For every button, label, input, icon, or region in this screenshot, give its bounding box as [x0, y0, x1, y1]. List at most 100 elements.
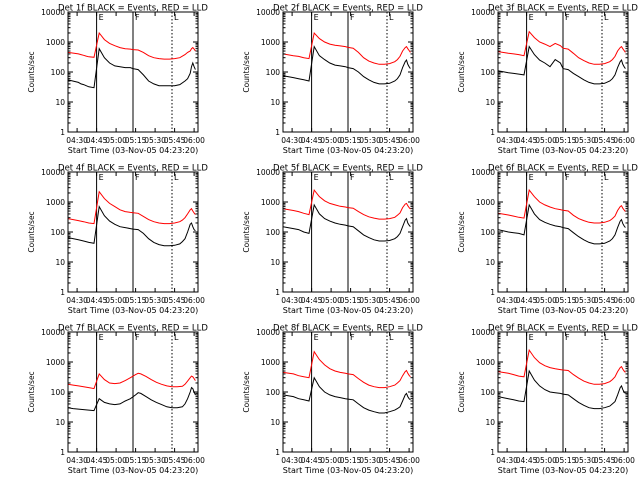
- y-axis-label: Counts/sec: [457, 211, 466, 252]
- y-tick-label: 10000: [41, 168, 65, 177]
- y-tick-label: 1000: [261, 358, 280, 367]
- y-tick-label: 1: [275, 448, 280, 457]
- y-axis-label: Counts/sec: [27, 371, 36, 412]
- marker-label-e: E: [314, 173, 319, 182]
- panel-title: Det 7f BLACK = Events, RED = LLD: [58, 324, 208, 334]
- panel-6: E F L11010010001000004:3004:4505:0005:1505…: [457, 164, 638, 316]
- y-tick-label: 100: [266, 388, 281, 397]
- y-tick-label: 10: [270, 418, 280, 427]
- y-tick-label: 10000: [471, 328, 495, 337]
- x-tick-label: 04:30: [281, 296, 303, 305]
- x-tick-label: 06:00: [398, 296, 420, 305]
- x-tick-label: 05:30: [359, 456, 381, 465]
- x-tick-label: 04:45: [516, 456, 538, 465]
- y-tick-label: 1000: [46, 358, 65, 367]
- x-tick-label: 06:00: [183, 136, 205, 145]
- marker-label-l: L: [174, 333, 179, 342]
- y-tick-label: 100: [481, 388, 496, 397]
- marker-label-f: F: [135, 173, 140, 182]
- marker-label-l: L: [604, 13, 609, 22]
- panel-title: Det 4f BLACK = Events, RED = LLD: [58, 164, 208, 174]
- x-tick-label: 05:00: [535, 136, 557, 145]
- x-axis-label: Start Time (03-Nov-05 04:23:20): [283, 466, 413, 475]
- x-tick-label: 04:30: [281, 456, 303, 465]
- y-tick-label: 1000: [46, 38, 65, 47]
- y-tick-label: 10000: [471, 168, 495, 177]
- x-axis-label: Start Time (03-Nov-05 04:23:20): [68, 466, 198, 475]
- y-tick-label: 1: [490, 288, 495, 297]
- panel-8: E F L11010010001000004:3004:4505:0005:1505…: [242, 324, 423, 476]
- marker-label-e: E: [99, 333, 104, 342]
- marker-label-l: L: [389, 13, 394, 22]
- y-axis-label: Counts/sec: [242, 51, 251, 92]
- marker-label-l: L: [174, 173, 179, 182]
- events-series-line: [283, 203, 411, 242]
- x-tick-label: 05:45: [594, 136, 616, 145]
- x-tick-label: 05:30: [359, 296, 381, 305]
- x-tick-label: 05:45: [164, 136, 186, 145]
- x-tick-label: 05:45: [379, 456, 401, 465]
- x-tick-label: 05:15: [555, 136, 577, 145]
- x-tick-label: 04:45: [86, 136, 108, 145]
- lld-series-line: [283, 31, 411, 65]
- x-tick-label: 04:45: [86, 456, 108, 465]
- x-tick-label: 06:00: [398, 136, 420, 145]
- panel-title: Det 1f BLACK = Events, RED = LLD: [58, 4, 208, 14]
- y-tick-label: 10: [485, 258, 495, 267]
- x-tick-label: 04:30: [66, 456, 88, 465]
- panel-title: Det 5f BLACK = Events, RED = LLD: [273, 164, 423, 174]
- y-tick-label: 1000: [476, 38, 495, 47]
- y-tick-label: 1000: [476, 198, 495, 207]
- x-tick-label: 05:00: [105, 296, 127, 305]
- events-series-line: [68, 47, 196, 89]
- marker-label-f: F: [565, 333, 570, 342]
- x-tick-label: 04:30: [281, 136, 303, 145]
- marker-label-e: E: [99, 173, 104, 182]
- events-series-line: [498, 203, 626, 245]
- panel-7: E F L11010010001000004:3004:4505:0005:1505…: [27, 324, 208, 476]
- x-tick-label: 05:30: [574, 136, 596, 145]
- x-tick-label: 05:45: [164, 296, 186, 305]
- y-tick-label: 10000: [256, 8, 280, 17]
- y-tick-label: 1000: [261, 38, 280, 47]
- panel-title: Det 3f BLACK = Events, RED = LLD: [488, 4, 638, 14]
- x-axis-label: Start Time (03-Nov-05 04:23:20): [498, 306, 628, 315]
- panel-title: Det 6f BLACK = Events, RED = LLD: [488, 164, 638, 174]
- panel-5: E F L11010010001000004:3004:4505:0005:1505…: [242, 164, 423, 316]
- y-tick-label: 10000: [41, 328, 65, 337]
- lld-series-line: [498, 348, 626, 385]
- lld-series-line: [498, 188, 626, 224]
- lld-series-line: [68, 190, 196, 225]
- x-tick-label: 05:45: [594, 456, 616, 465]
- y-tick-label: 10: [55, 258, 65, 267]
- marker-label-f: F: [565, 173, 570, 182]
- y-tick-label: 1000: [476, 358, 495, 367]
- x-tick-label: 05:15: [340, 296, 362, 305]
- x-axis-label: Start Time (03-Nov-05 04:23:20): [283, 306, 413, 315]
- y-axis-label: Counts/sec: [27, 211, 36, 252]
- x-tick-label: 05:00: [535, 296, 557, 305]
- y-tick-label: 100: [51, 388, 66, 397]
- y-tick-label: 1: [60, 288, 65, 297]
- panel-title: Det 8f BLACK = Events, RED = LLD: [273, 324, 423, 334]
- y-tick-label: 100: [266, 68, 281, 77]
- x-axis-label: Start Time (03-Nov-05 04:23:20): [498, 146, 628, 155]
- y-tick-label: 10000: [471, 8, 495, 17]
- lld-series-line: [68, 31, 196, 60]
- y-axis-label: Counts/sec: [242, 211, 251, 252]
- x-tick-label: 05:45: [379, 136, 401, 145]
- x-axis-label: Start Time (03-Nov-05 04:23:20): [68, 146, 198, 155]
- x-tick-label: 05:45: [594, 296, 616, 305]
- x-tick-label: 05:00: [320, 456, 342, 465]
- x-tick-label: 05:15: [555, 296, 577, 305]
- x-tick-label: 06:00: [183, 296, 205, 305]
- marker-label-f: F: [350, 13, 355, 22]
- y-tick-label: 10000: [256, 168, 280, 177]
- marker-label-f: F: [350, 173, 355, 182]
- x-tick-label: 05:30: [574, 296, 596, 305]
- x-tick-label: 05:45: [379, 296, 401, 305]
- events-series-line: [283, 376, 411, 414]
- y-axis-label: Counts/sec: [242, 371, 251, 412]
- marker-label-f: F: [135, 13, 140, 22]
- x-tick-label: 05:00: [320, 136, 342, 145]
